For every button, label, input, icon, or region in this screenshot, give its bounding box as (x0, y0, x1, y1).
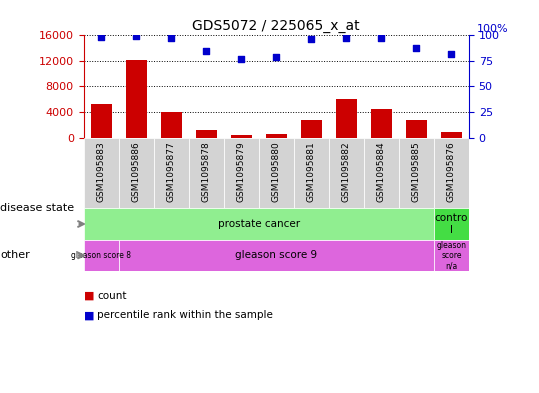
Text: gleason score 9: gleason score 9 (235, 250, 317, 261)
Bar (364, 138, 399, 208)
Bar (329, 138, 364, 208)
Text: GSM1095877: GSM1095877 (167, 141, 176, 202)
Point (97, 34, 106, 40)
Text: GSM1095884: GSM1095884 (377, 141, 386, 202)
Bar (301, 120, 322, 138)
Point (307, 36, 316, 42)
Bar (434, 240, 469, 271)
Bar (259, 138, 294, 208)
Bar (336, 99, 357, 138)
Text: GSM1095882: GSM1095882 (342, 141, 351, 202)
Point (237, 56, 246, 62)
Point (272, 54, 281, 60)
Text: GSM1095885: GSM1095885 (412, 141, 421, 202)
Bar (196, 130, 217, 138)
Bar (119, 138, 154, 208)
Bar (434, 138, 469, 208)
Bar (84, 240, 119, 271)
Bar (434, 208, 469, 240)
Bar (371, 109, 392, 138)
Text: gleason
score
n/a: gleason score n/a (437, 241, 466, 270)
Text: ■: ■ (84, 310, 94, 320)
Point (447, 51, 456, 57)
Bar (161, 112, 182, 138)
Text: GSM1095886: GSM1095886 (132, 141, 141, 202)
Title: GDS5072 / 225065_x_at: GDS5072 / 225065_x_at (192, 19, 360, 33)
Point (132, 33, 140, 40)
Text: GSM1095880: GSM1095880 (272, 141, 281, 202)
Text: gleason score 8: gleason score 8 (71, 251, 131, 260)
Bar (91, 105, 112, 138)
Text: ■: ■ (84, 291, 94, 301)
Bar (406, 120, 427, 138)
Text: 100%: 100% (476, 24, 508, 34)
Text: percentile rank within the sample: percentile rank within the sample (97, 310, 273, 320)
Text: count: count (97, 291, 127, 301)
Bar (126, 60, 147, 138)
Bar (154, 138, 189, 208)
Bar (399, 138, 434, 208)
Bar (224, 138, 259, 208)
Point (167, 35, 176, 42)
Bar (266, 134, 287, 138)
Text: disease state: disease state (0, 203, 74, 213)
Bar (119, 240, 434, 271)
Text: GSM1095881: GSM1095881 (307, 141, 316, 202)
Bar (441, 132, 462, 138)
Bar (189, 138, 224, 208)
Text: GSM1095878: GSM1095878 (202, 141, 211, 202)
Text: other: other (0, 250, 30, 261)
Point (342, 35, 351, 42)
Bar (84, 138, 119, 208)
Bar (294, 138, 329, 208)
Text: GSM1095879: GSM1095879 (237, 141, 246, 202)
Point (377, 35, 386, 42)
Point (202, 48, 211, 54)
Text: prostate cancer: prostate cancer (218, 219, 300, 229)
Text: GSM1095876: GSM1095876 (447, 141, 456, 202)
Bar (231, 135, 252, 138)
Point (412, 44, 421, 51)
Text: contro
l: contro l (435, 213, 468, 235)
Text: GSM1095883: GSM1095883 (96, 141, 106, 202)
